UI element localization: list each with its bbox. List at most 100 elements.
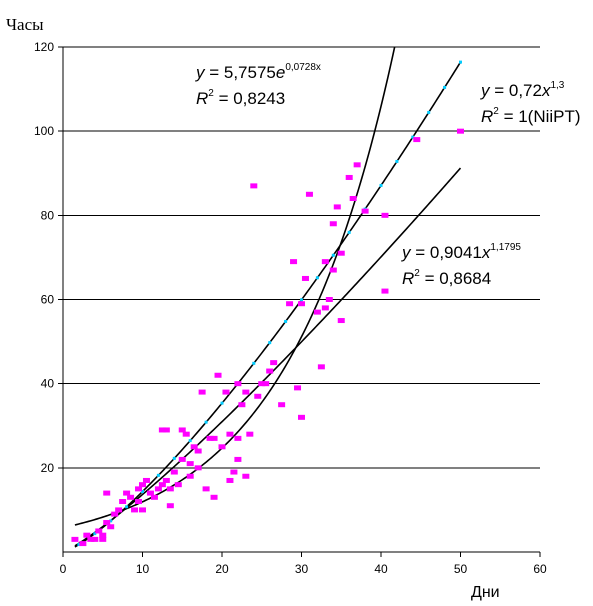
y-tick-label-40: 40 (41, 377, 55, 391)
data-point (131, 507, 139, 513)
data-point (218, 444, 226, 450)
data-point (234, 435, 242, 441)
data-point (381, 212, 389, 218)
data-point (166, 503, 174, 509)
data-point (290, 259, 298, 265)
data-point (234, 381, 242, 387)
niipt-marker (284, 319, 288, 323)
x-tick-label-40: 40 (374, 562, 388, 576)
data-point (190, 444, 198, 450)
data-point (166, 486, 174, 492)
data-point (99, 536, 107, 542)
data-point (321, 259, 329, 265)
data-point (178, 427, 186, 433)
data-point (194, 465, 202, 471)
niipt-marker (459, 60, 462, 64)
data-point (270, 360, 278, 366)
y-tick-label-100: 100 (34, 124, 54, 138)
data-point (178, 456, 186, 462)
data-point (294, 385, 302, 391)
niipt-markers (77, 60, 462, 547)
data-points (71, 128, 464, 547)
data-point (262, 381, 270, 387)
data-point (135, 486, 143, 492)
data-point (115, 507, 123, 513)
data-point (337, 250, 345, 256)
data-point (226, 477, 234, 483)
niipt-marker (125, 505, 129, 509)
data-point (321, 305, 329, 311)
niipt-marker (156, 473, 160, 477)
y-tick-labels: 20 40 60 80 100 120 (34, 40, 54, 475)
data-point (242, 389, 250, 395)
data-point (91, 536, 99, 542)
annotation-niipt-equation: y = 0,72x1,3 (480, 80, 565, 100)
data-point (119, 499, 127, 504)
niipt-marker (315, 276, 319, 280)
data-point (298, 414, 305, 420)
niipt-marker (300, 298, 303, 302)
data-point (286, 301, 294, 307)
niipt-marker (411, 135, 415, 139)
x-tick-labels: 0 10 20 30 40 50 60 (60, 562, 547, 576)
data-point (413, 137, 421, 143)
x-axis-title: Дни (471, 584, 500, 601)
data-point (305, 191, 313, 197)
data-point (254, 393, 262, 399)
data-point (242, 473, 250, 479)
x-tick-label-10: 10 (136, 562, 150, 576)
data-point (278, 402, 286, 408)
data-point (214, 372, 222, 378)
data-point (246, 431, 254, 437)
annotation-niipt-r2: R2 = 1(NiiPT) (481, 106, 581, 126)
data-point (301, 275, 309, 281)
niipt-marker (188, 439, 192, 443)
niipt-marker (252, 361, 256, 365)
data-point (222, 389, 230, 395)
data-point (182, 431, 190, 437)
annotation-exp-r2: R2 = 0,8243 (196, 88, 285, 108)
niipt-marker (443, 85, 447, 89)
niipt-marker (427, 110, 431, 114)
data-point (150, 494, 158, 500)
data-point (162, 427, 170, 433)
data-point (170, 469, 178, 475)
data-point (103, 520, 111, 526)
data-point (198, 389, 206, 395)
annotation-exp-equation: y = 5,7575e0,0728x (195, 62, 321, 82)
data-point (158, 427, 166, 433)
data-point (123, 490, 131, 496)
data-point (210, 435, 218, 441)
annotation-power-r2: R2 = 0,8684 (402, 268, 491, 288)
trend-line-power-1 (74, 61, 462, 548)
data-point (202, 486, 210, 492)
data-point (250, 183, 258, 189)
data-point (174, 482, 182, 488)
data-point (162, 477, 170, 483)
niipt-marker (77, 543, 81, 547)
data-point (194, 448, 202, 454)
data-point (317, 364, 325, 370)
data-point (349, 196, 357, 201)
niipt-marker (220, 401, 224, 405)
data-point (313, 309, 321, 315)
niipt-marker (93, 532, 97, 536)
data-point (381, 288, 389, 294)
niipt-marker (379, 183, 383, 187)
x-tick-label-20: 20 (215, 562, 229, 576)
y-tick-label-20: 20 (41, 461, 55, 475)
niipt-marker (109, 519, 113, 523)
data-point (361, 208, 369, 214)
data-point (226, 431, 234, 437)
data-point (154, 486, 162, 492)
data-point (107, 524, 115, 530)
data-point (206, 435, 214, 441)
x-tick-label-60: 60 (533, 562, 547, 576)
data-point (142, 477, 150, 483)
y-axis-title: Часы (6, 15, 44, 34)
data-point (345, 174, 353, 180)
niipt-marker (331, 253, 335, 257)
niipt-marker (141, 490, 144, 494)
data-point (258, 381, 266, 387)
